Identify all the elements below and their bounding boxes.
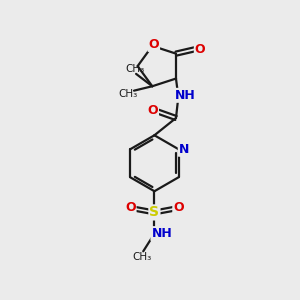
Text: O: O (125, 201, 136, 214)
Text: NH: NH (152, 227, 172, 240)
Text: S: S (149, 206, 159, 219)
Text: CH₃: CH₃ (132, 252, 152, 262)
Text: O: O (173, 201, 184, 214)
Text: NH: NH (175, 89, 196, 102)
Text: O: O (148, 38, 159, 51)
Text: CH₃: CH₃ (118, 89, 138, 99)
Text: CH₃: CH₃ (125, 64, 144, 74)
Text: O: O (147, 103, 158, 116)
Text: N: N (179, 143, 189, 156)
Text: O: O (195, 43, 206, 56)
